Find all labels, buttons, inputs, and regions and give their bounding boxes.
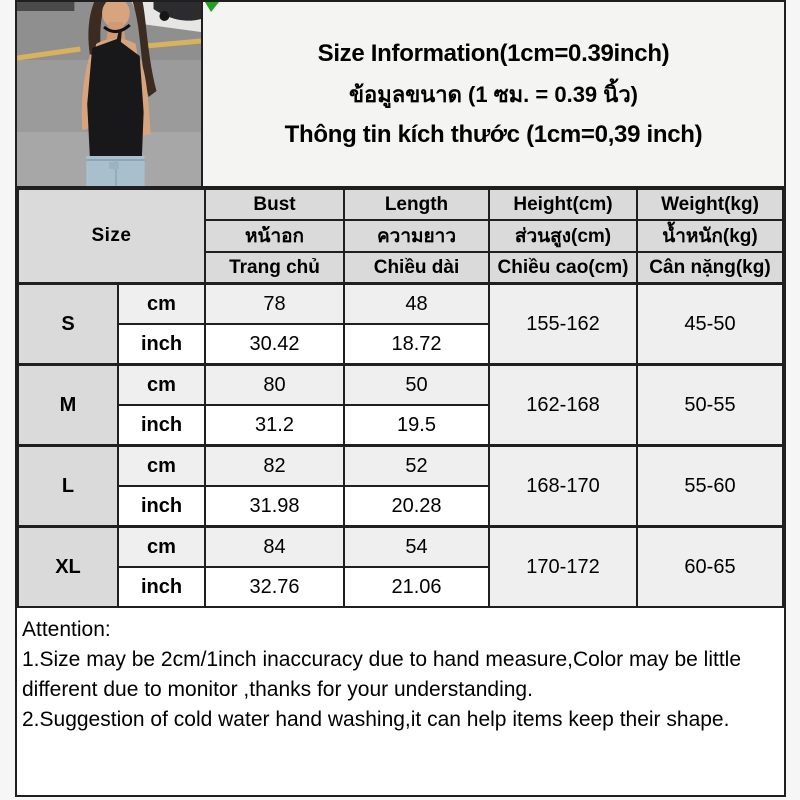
col-header-bust-en: Bust <box>204 188 345 221</box>
cell-l-inch-length: 20.28 <box>343 485 490 528</box>
col-header-weight-th: น้ำหนัก(kg) <box>636 219 784 253</box>
cell-m-weight: 50-55 <box>636 363 784 447</box>
col-header-height-vi: Chiều cao(cm) <box>488 251 638 285</box>
table-row: inch 31.2 19.5 <box>18 404 783 447</box>
cell-xl-inch-bust: 32.76 <box>204 566 345 608</box>
title-english: Size Information(1cm=0.39inch) <box>317 39 670 67</box>
size-cell-xl: XL <box>17 525 119 608</box>
title-vietnamese: Thông tin kích thước (1cm=0,39 inch) <box>284 120 703 148</box>
col-header-weight-en: Weight(kg) <box>636 188 784 221</box>
cell-m-inch-bust: 31.2 <box>204 404 345 447</box>
model-head <box>102 2 130 28</box>
title-panel: Size Information(1cm=0.39inch) ข้อมูลขนา… <box>203 2 784 186</box>
cell-s-cm-length: 48 <box>343 282 490 325</box>
col-header-length-th: ความยาว <box>343 219 490 253</box>
unit-cell-cm: cm <box>117 525 206 568</box>
cell-s-inch-length: 18.72 <box>343 323 490 366</box>
col-header-bust-vi: Trang chủ <box>204 251 345 285</box>
size-table: Size Bust Length Height(cm) Weight(kg) ห… <box>17 188 784 608</box>
unit-cell-inch: inch <box>117 404 206 447</box>
black-one-shoulder-top <box>87 30 144 164</box>
unit-cell-cm: cm <box>117 282 206 325</box>
col-header-length-en: Length <box>343 188 490 221</box>
road-line-left <box>17 46 81 61</box>
size-chart-panel: Size Information(1cm=0.39inch) ข้อมูลขนา… <box>15 0 786 797</box>
table-row: inch 31.98 20.28 <box>18 485 783 528</box>
col-header-weight-vi: Cân nặng(kg) <box>636 251 784 285</box>
table-row: L cm 82 52 168-170 55-60 <box>17 444 784 528</box>
size-cell-m: M <box>17 363 119 447</box>
size-cell-s: S <box>17 282 119 366</box>
cell-l-weight: 55-60 <box>636 444 784 528</box>
cell-xl-cm-bust: 84 <box>204 525 345 568</box>
cell-s-weight: 45-50 <box>636 282 784 366</box>
table-row: inch 32.76 21.06 <box>18 566 783 608</box>
col-header-bust-th: หน้าอก <box>204 219 345 253</box>
attention-section: Attention: 1.Size may be 2cm/1inch inacc… <box>17 608 784 795</box>
product-photo <box>17 2 203 186</box>
header-row-thai: หน้าอก ความยาว ส่วนสูง(cm) น้ำหนัก(kg) <box>18 219 784 253</box>
product-photo-illustration <box>17 2 201 186</box>
size-header-cell: Size <box>17 188 206 285</box>
col-header-height-th: ส่วนสูง(cm) <box>488 219 638 253</box>
attention-heading: Attention: <box>22 618 111 641</box>
cell-l-inch-bust: 31.98 <box>204 485 345 528</box>
table-row: M cm 80 50 162-168 50-55 <box>17 363 784 447</box>
size-cell-l: L <box>17 444 119 528</box>
unit-cell-inch: inch <box>117 566 206 608</box>
unit-cell-cm: cm <box>117 444 206 487</box>
col-header-length-vi: Chiều dài <box>343 251 490 285</box>
cell-xl-cm-length: 54 <box>343 525 490 568</box>
cell-xl-weight: 60-65 <box>636 525 784 608</box>
attention-note-2: 2.Suggestion of cold water hand washing,… <box>22 708 730 731</box>
cell-m-inch-length: 19.5 <box>343 404 490 447</box>
header-row-vietnamese: Trang chủ Chiều dài Chiều cao(cm) Cân nặ… <box>18 251 784 285</box>
halter-strap <box>103 23 131 33</box>
cell-xl-inch-length: 21.06 <box>343 566 490 608</box>
jeans-button-area <box>109 162 119 169</box>
hair-right <box>132 2 157 97</box>
cell-s-height: 155-162 <box>488 282 638 366</box>
unit-cell-cm: cm <box>117 363 206 406</box>
green-corner-marker-icon <box>205 2 219 12</box>
cell-l-cm-bust: 82 <box>204 444 345 487</box>
attention-note-1: 1.Size may be 2cm/1inch inaccuracy due t… <box>22 648 742 701</box>
unit-cell-inch: inch <box>117 485 206 528</box>
road-line-right <box>145 38 201 49</box>
dark-strip <box>17 2 75 11</box>
table-row: S cm 78 48 155-162 45-50 <box>17 282 784 366</box>
cell-l-height: 168-170 <box>488 444 638 528</box>
cell-l-cm-length: 52 <box>343 444 490 487</box>
table-row: XL cm 84 54 170-172 60-65 <box>17 525 784 608</box>
header-row-english: Size Bust Length Height(cm) Weight(kg) <box>17 188 784 285</box>
cell-m-cm-bust: 80 <box>204 363 345 406</box>
car-silhouette <box>153 2 201 21</box>
cell-m-cm-length: 50 <box>343 363 490 406</box>
cell-s-inch-bust: 30.42 <box>204 323 345 366</box>
col-header-height-en: Height(cm) <box>488 188 638 221</box>
unit-cell-inch: inch <box>117 323 206 366</box>
table-row: inch 30.42 18.72 <box>18 323 783 366</box>
title-thai: ข้อมูลขนาด (1 ซม. = 0.39 นิ้ว) <box>348 81 638 107</box>
cell-m-height: 162-168 <box>488 363 638 447</box>
cell-s-cm-bust: 78 <box>204 282 345 325</box>
car-wheel <box>159 11 170 21</box>
top-section: Size Information(1cm=0.39inch) ข้อมูลขนา… <box>17 2 784 188</box>
cell-xl-height: 170-172 <box>488 525 638 608</box>
